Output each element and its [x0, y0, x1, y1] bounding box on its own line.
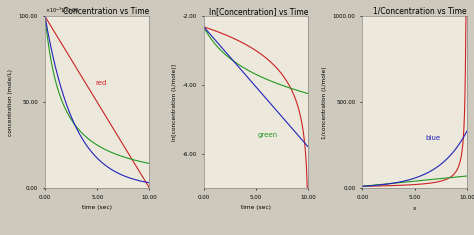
- Y-axis label: 1/concentration (L/mole): 1/concentration (L/mole): [322, 66, 327, 139]
- Text: green: green: [258, 132, 278, 137]
- Y-axis label: concentration (mole/L): concentration (mole/L): [8, 69, 13, 136]
- Y-axis label: ln[concentration (L/mole)]: ln[concentration (L/mole)]: [172, 64, 177, 141]
- Text: red: red: [95, 80, 107, 86]
- X-axis label: time (sec): time (sec): [82, 205, 112, 211]
- Text: blue: blue: [425, 135, 440, 141]
- X-axis label: x: x: [413, 205, 417, 211]
- X-axis label: time (sec): time (sec): [241, 205, 271, 211]
- Text: $\times10^{-3}$100.00: $\times10^{-3}$100.00: [45, 5, 79, 15]
- Text: Concentration vs Time: Concentration vs Time: [63, 7, 149, 16]
- Text: 1/Concentration vs Time: 1/Concentration vs Time: [373, 7, 467, 16]
- Text: ln[Concentration] vs Time: ln[Concentration] vs Time: [209, 7, 308, 16]
